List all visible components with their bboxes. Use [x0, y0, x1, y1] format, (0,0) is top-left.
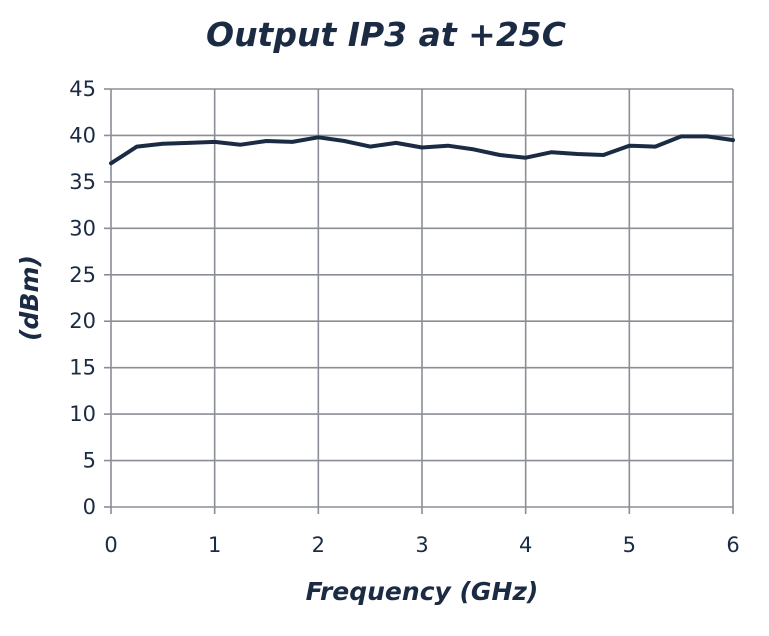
y-tick-label: 10: [69, 402, 96, 426]
y-tick-label: 45: [69, 77, 96, 101]
x-tick-label: 4: [519, 533, 532, 557]
x-tick-label: 6: [726, 533, 739, 557]
series-layer: [109, 134, 735, 166]
x-tick-label: 3: [415, 533, 428, 557]
x-tick-label: 0: [104, 533, 117, 557]
x-axis-title: Frequency (GHz): [306, 577, 539, 606]
y-tick-label: 15: [69, 356, 96, 380]
y-tick-label: 0: [83, 495, 96, 519]
y-tick-label: 40: [69, 123, 96, 147]
series-line: [109, 134, 735, 166]
y-axis-title: (dBm): [15, 255, 44, 341]
x-tick-label: 5: [623, 533, 636, 557]
y-tick-label: 30: [69, 216, 96, 240]
y-tick-label: 5: [83, 449, 96, 473]
y-tick-label: 35: [69, 170, 96, 194]
chart-title: Output IP3 at +25C: [206, 15, 566, 54]
grid: [111, 88, 734, 507]
x-tick-label: 1: [208, 533, 221, 557]
y-tick-label: 20: [69, 309, 96, 333]
x-tick-label: 2: [312, 533, 325, 557]
axes: [104, 88, 734, 514]
y-tick-label: 25: [69, 263, 96, 287]
